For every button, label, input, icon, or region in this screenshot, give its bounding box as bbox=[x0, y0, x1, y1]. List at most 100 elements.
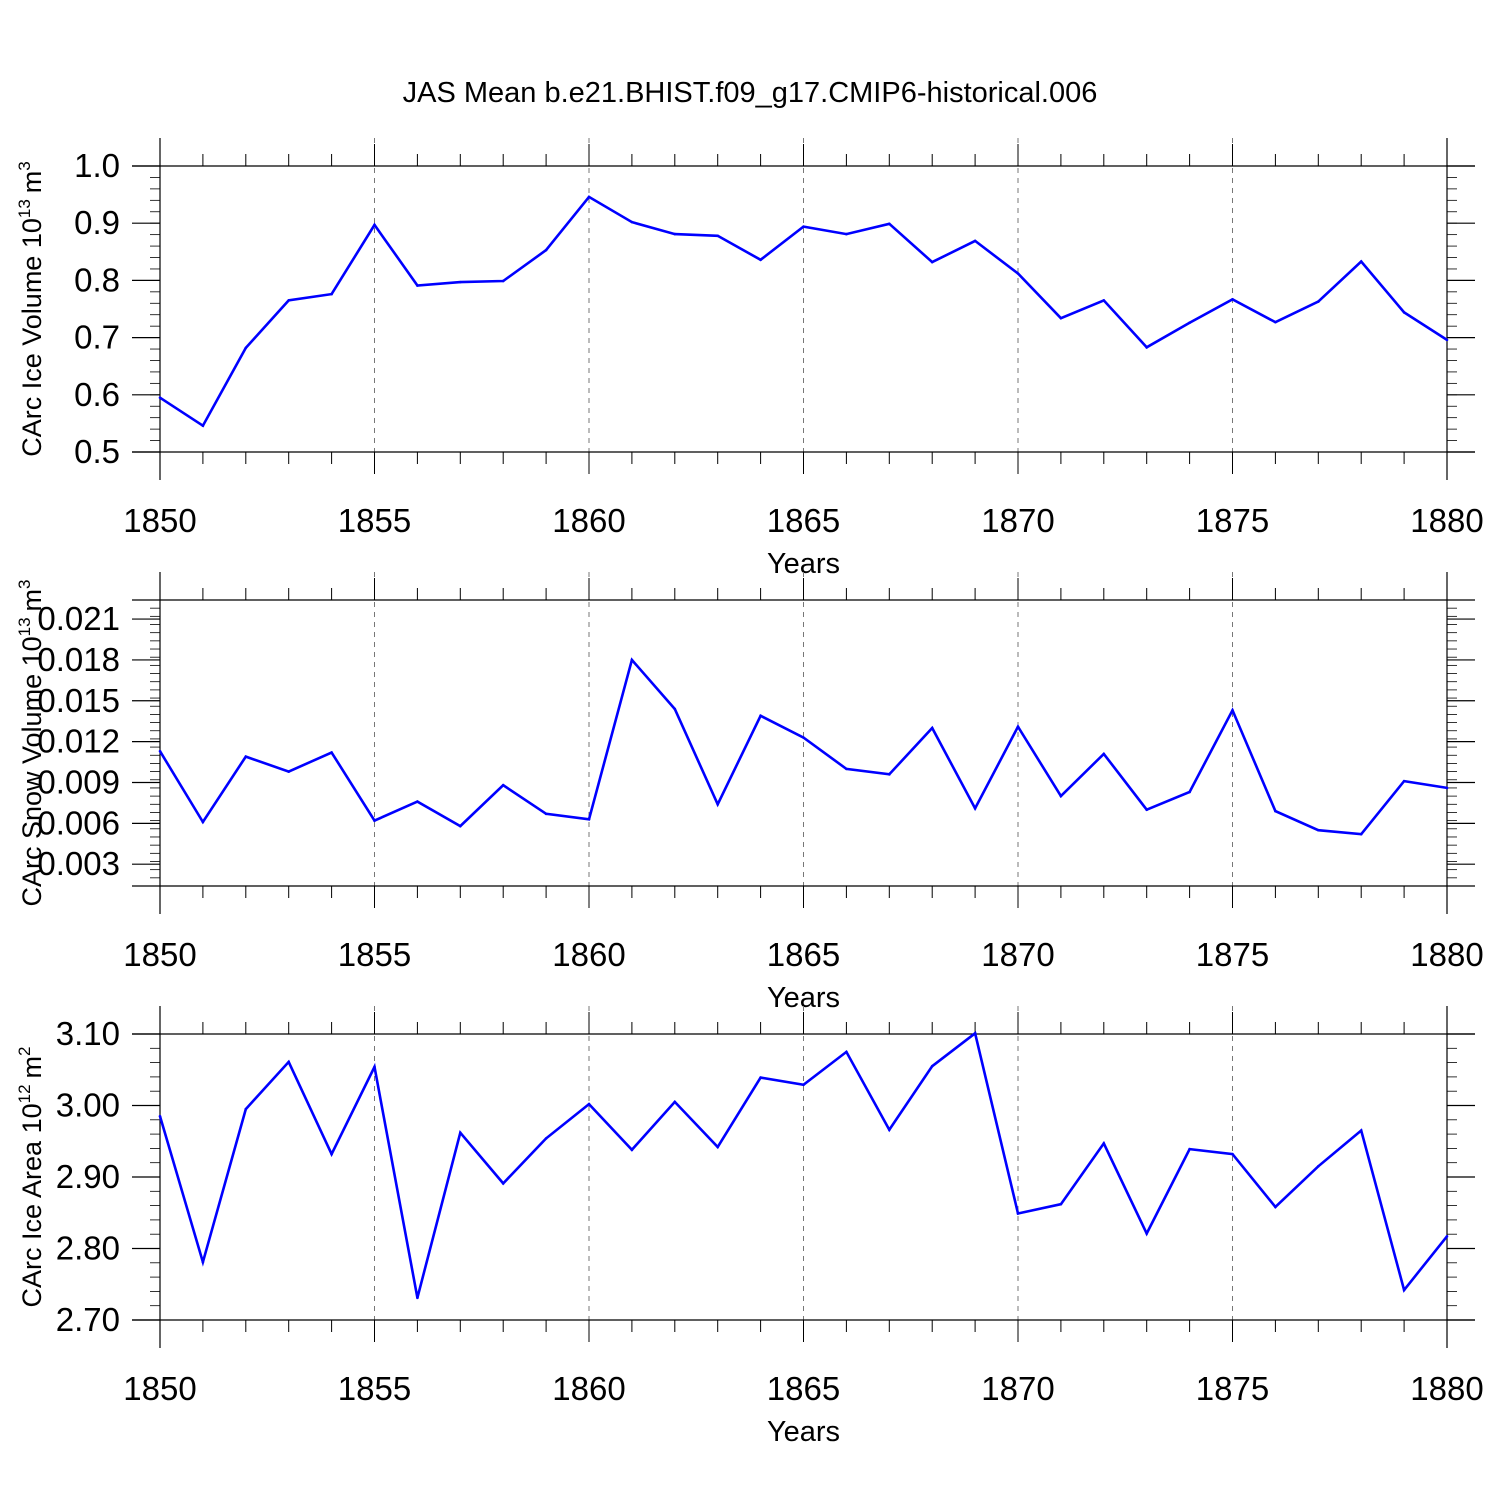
data-point bbox=[244, 1107, 248, 1111]
data-point bbox=[973, 239, 977, 243]
data-point bbox=[1016, 725, 1020, 728]
y-axis-title-unit: m bbox=[17, 1056, 47, 1079]
x-tick-label: 1860 bbox=[552, 1370, 625, 1407]
data-point bbox=[330, 1152, 333, 1156]
data-point bbox=[1145, 1232, 1148, 1235]
data-point bbox=[1445, 338, 1449, 342]
data-point bbox=[845, 767, 848, 771]
y-tick-label: 0.5 bbox=[74, 433, 120, 470]
data-point bbox=[1402, 779, 1406, 783]
x-tick-label: 1870 bbox=[981, 936, 1054, 973]
data-point bbox=[1102, 299, 1106, 302]
data-point bbox=[587, 195, 591, 199]
x-tick-label: 1865 bbox=[767, 502, 840, 539]
data-point bbox=[802, 1083, 805, 1087]
y-axis-title-text: CArc Ice Volume 10 bbox=[17, 218, 47, 457]
data-point bbox=[1359, 832, 1363, 836]
data-point bbox=[1145, 346, 1148, 349]
x-tick-label: 1855 bbox=[338, 502, 411, 539]
data-point bbox=[888, 773, 891, 776]
data-point bbox=[459, 280, 462, 284]
y-tick-label: 0.015 bbox=[37, 682, 120, 719]
y-axis-title-exponent: 13 bbox=[15, 617, 34, 636]
data-point bbox=[802, 225, 805, 228]
data-point bbox=[1059, 1202, 1063, 1206]
data-point bbox=[802, 736, 805, 739]
y-tick-label: 0.8 bbox=[74, 261, 120, 298]
data-point bbox=[501, 1182, 505, 1185]
y-tick-label: 0.003 bbox=[37, 845, 120, 882]
x-tick-label: 1850 bbox=[123, 936, 196, 973]
y-axis-title-exponent: 13 bbox=[15, 199, 34, 218]
chart-title: JAS Mean b.e21.BHIST.f09_g17.CMIP6-histo… bbox=[403, 77, 1098, 109]
data-point bbox=[845, 232, 848, 236]
y-tick-label: 0.9 bbox=[74, 204, 120, 241]
x-tick-label: 1865 bbox=[767, 936, 840, 973]
data-point bbox=[201, 424, 205, 427]
x-tick-label: 1870 bbox=[981, 1370, 1054, 1407]
y-tick-label: 0.021 bbox=[37, 600, 120, 637]
data-point bbox=[1231, 1152, 1234, 1156]
data-point bbox=[287, 1060, 291, 1064]
data-point bbox=[1274, 320, 1277, 324]
x-tick-label: 1855 bbox=[338, 1370, 411, 1407]
y-tick-label: 0.6 bbox=[74, 376, 120, 413]
data-point bbox=[716, 234, 719, 238]
data-point bbox=[1445, 786, 1449, 790]
data-point bbox=[1402, 1288, 1406, 1292]
data-point bbox=[544, 1137, 548, 1140]
panel-1: 1850 1855 1860 1865 1870 1875 1880 0.5 0.6 0.7 0.8… bbox=[15, 138, 1484, 580]
data-point bbox=[416, 1296, 419, 1300]
y-axis-title-text: CArc Snow Volume 10 bbox=[17, 636, 47, 906]
y-axis-title-unit: m bbox=[17, 589, 47, 612]
data-point bbox=[373, 223, 376, 227]
data-point bbox=[287, 770, 291, 773]
y-axis-title: CArc Snow Volume 1013 m3 bbox=[15, 579, 47, 906]
data-point bbox=[373, 1065, 376, 1069]
data-point bbox=[673, 707, 677, 711]
data-point bbox=[459, 1131, 462, 1134]
data-point bbox=[1059, 794, 1063, 798]
data-point bbox=[158, 396, 162, 399]
y-tick-label: 2.90 bbox=[56, 1158, 120, 1195]
data-point bbox=[1102, 1142, 1106, 1145]
y-axis-title-unit-exponent: 2 bbox=[15, 1047, 34, 1056]
data-point bbox=[544, 812, 548, 816]
data-point bbox=[330, 751, 333, 754]
data-point bbox=[459, 824, 462, 828]
data-point bbox=[630, 220, 634, 224]
data-point bbox=[1188, 1147, 1191, 1151]
x-tick-label: 1880 bbox=[1410, 502, 1483, 539]
x-axis-title: Years bbox=[767, 1416, 840, 1448]
y-tick-label: 2.70 bbox=[56, 1301, 120, 1338]
data-point bbox=[1016, 1212, 1020, 1215]
data-point bbox=[1317, 1164, 1320, 1168]
panel-2: 1850 1855 1860 1865 1870 1875 1880 0.003 0.006 0.… bbox=[15, 572, 1484, 1014]
y-tick-label: 0.7 bbox=[74, 319, 120, 356]
x-tick-label: 1875 bbox=[1196, 936, 1269, 973]
data-point bbox=[330, 292, 333, 296]
x-tick-label: 1850 bbox=[123, 1370, 196, 1407]
x-tick-label: 1880 bbox=[1410, 936, 1483, 973]
data-point bbox=[373, 819, 376, 822]
x-tick-label: 1880 bbox=[1410, 1370, 1483, 1407]
data-point bbox=[544, 248, 548, 252]
data-point bbox=[1016, 272, 1020, 275]
data-point bbox=[673, 232, 677, 236]
y-tick-label: 1.0 bbox=[74, 147, 120, 184]
data-point bbox=[287, 299, 291, 302]
data-point bbox=[1402, 311, 1406, 314]
panel-3: 1850 1855 1860 1865 1870 1875 1880 2.70 2.80 2.90… bbox=[15, 1006, 1484, 1448]
data-point bbox=[158, 749, 162, 753]
data-point bbox=[1274, 1205, 1277, 1209]
data-point bbox=[973, 1031, 977, 1035]
y-tick-label: 2.80 bbox=[56, 1230, 120, 1267]
data-point bbox=[158, 1114, 162, 1118]
data-point bbox=[416, 284, 419, 287]
x-tick-label: 1860 bbox=[552, 502, 625, 539]
x-tick-label: 1865 bbox=[767, 1370, 840, 1407]
data-point bbox=[201, 820, 205, 824]
data-point bbox=[630, 658, 634, 662]
y-axis-title-unit-exponent: 3 bbox=[15, 579, 34, 588]
